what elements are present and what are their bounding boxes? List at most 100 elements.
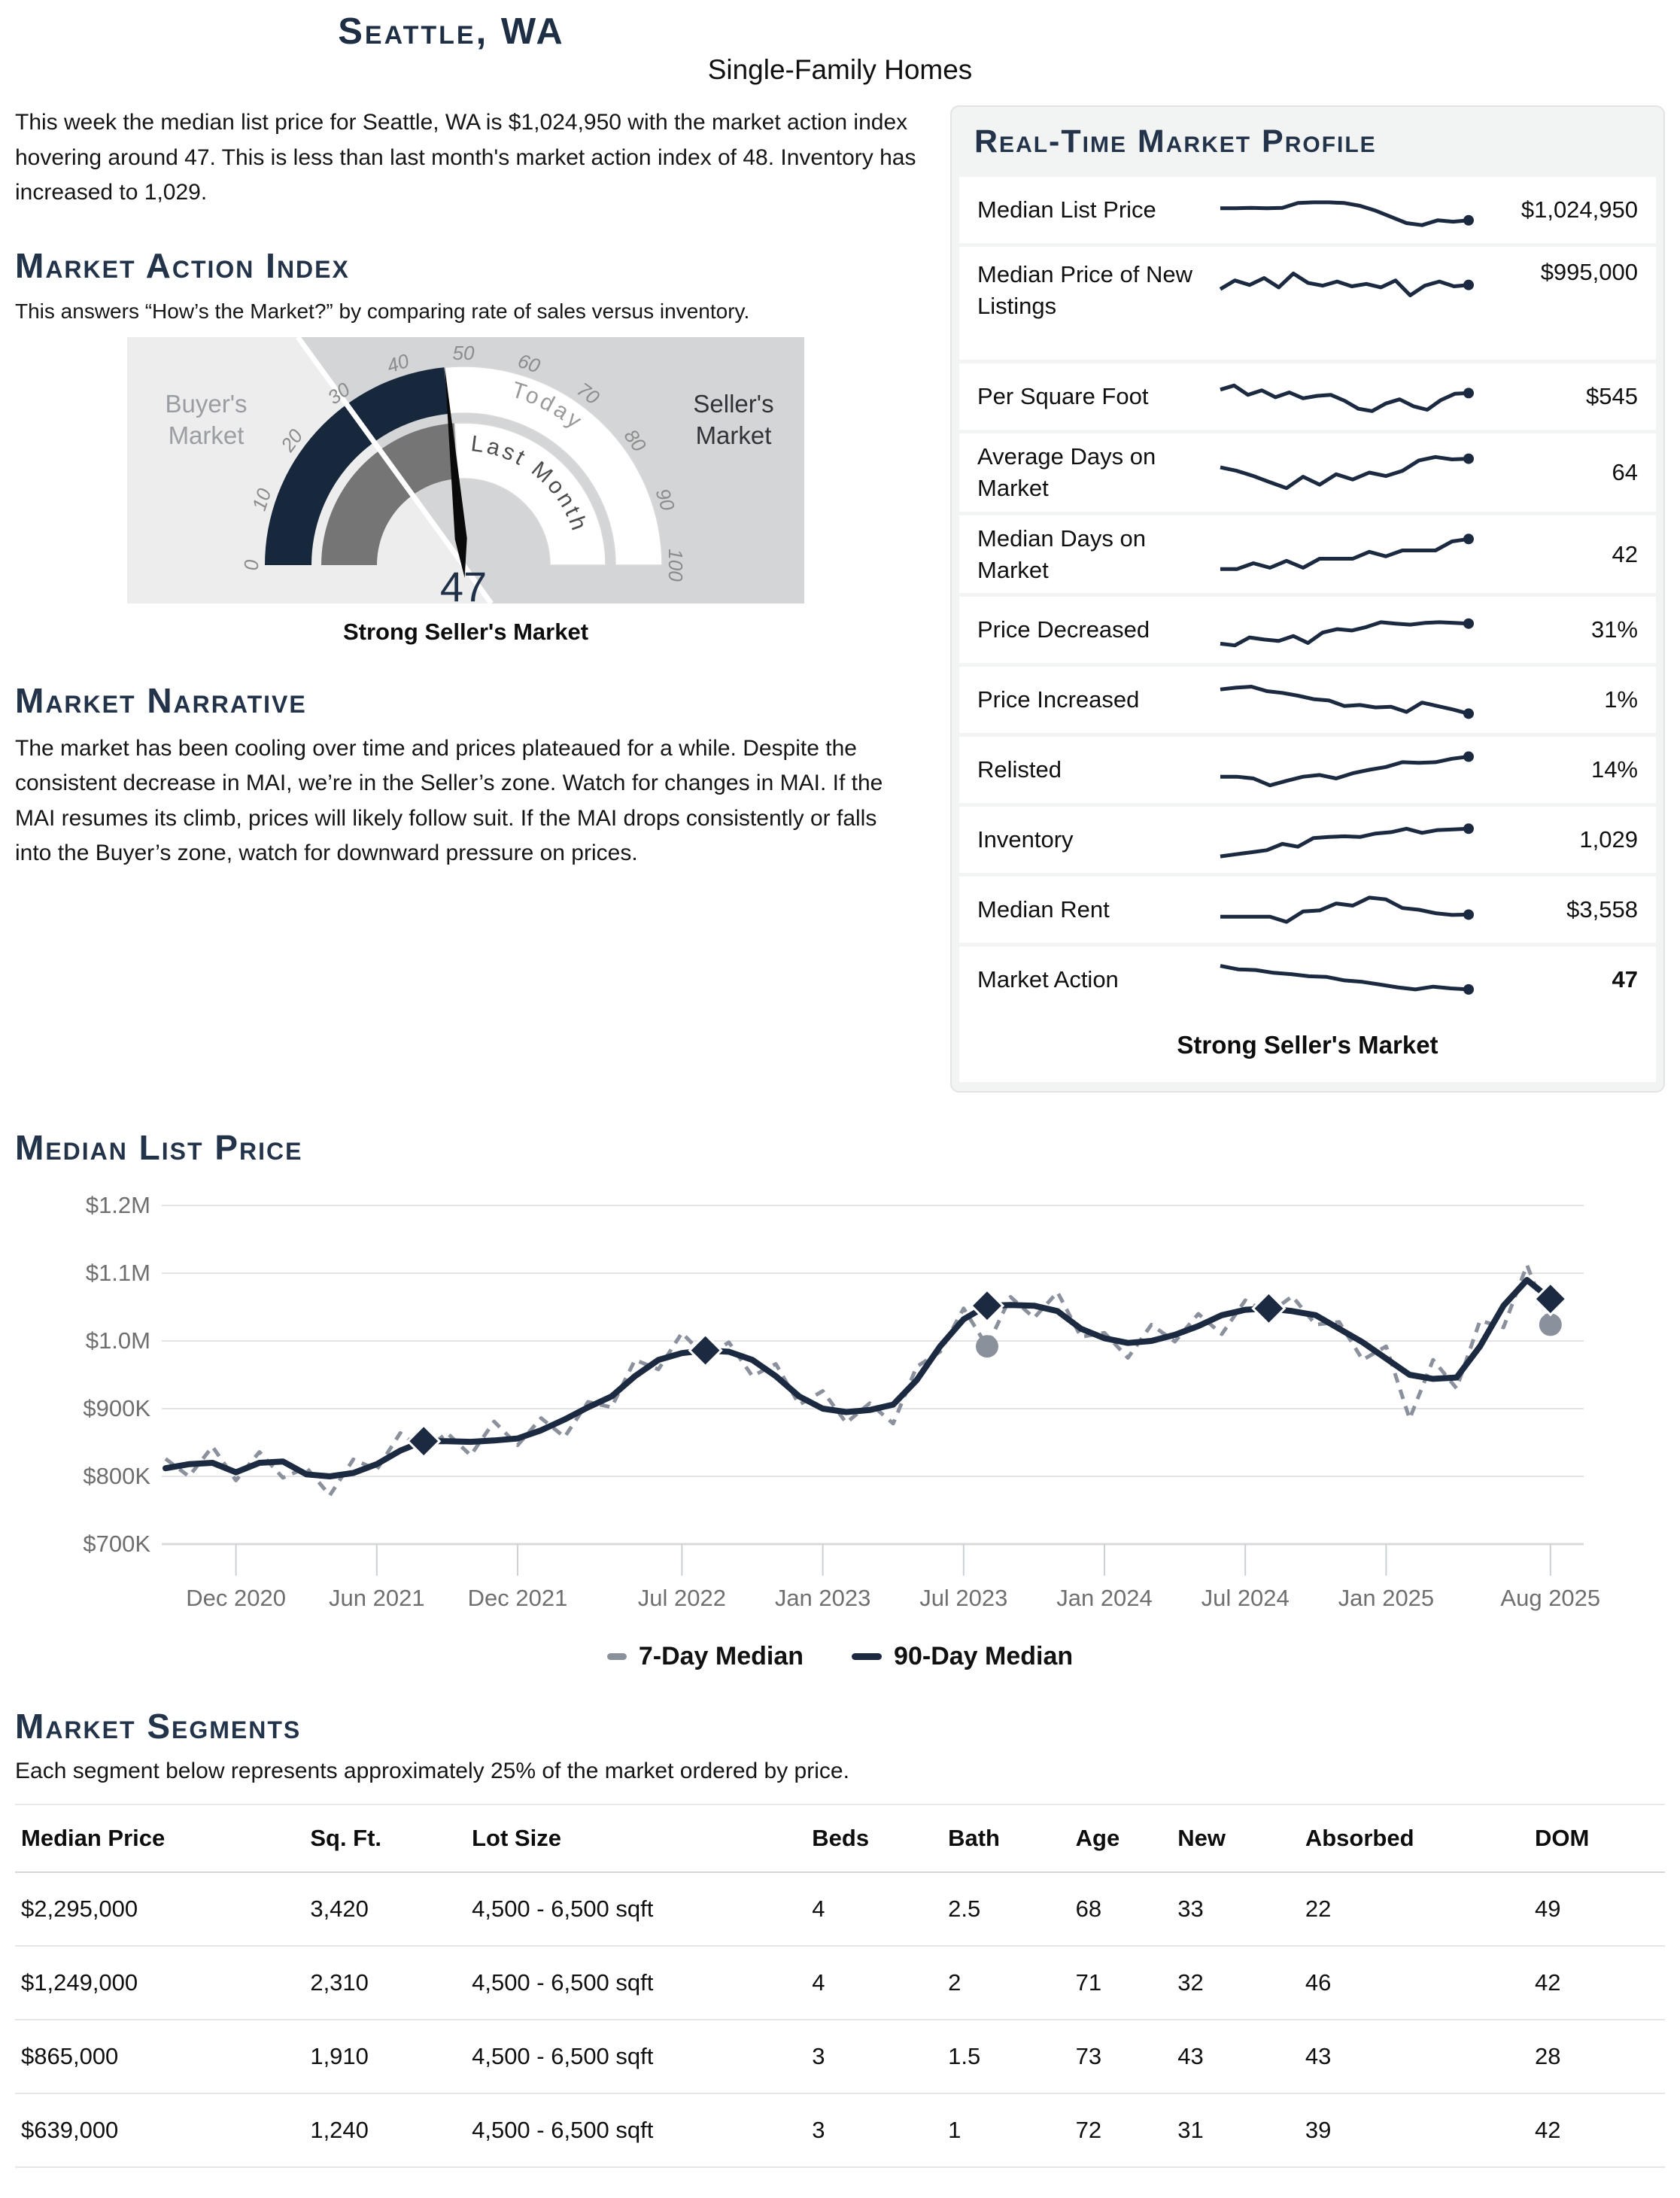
profile-row: Market Action 47	[959, 947, 1656, 1014]
segments-table-cell: 3	[806, 2093, 943, 2169]
segments-table-cell: 4	[806, 1946, 943, 2021]
profile-row: Price Increased 1%	[959, 667, 1656, 734]
profile-row-value: $995,000	[1540, 259, 1638, 285]
segments-table-cell: 3	[806, 2020, 943, 2095]
segments-table-cell: $865,000	[15, 2020, 305, 2095]
ninety-day-annual-marker	[1251, 1291, 1287, 1327]
segments-column-header: Bath	[948, 1825, 1000, 1852]
y-axis-label: $1.0M	[86, 1327, 150, 1354]
segments-table-cell: 2.5	[942, 1872, 1070, 1947]
section-heading-median-list-price: Median List Price	[15, 1128, 303, 1168]
x-axis-label: Jan 2023	[775, 1585, 871, 1611]
segments-table-cell: 71	[1069, 1946, 1172, 2021]
profile-row-label: Inventory	[977, 826, 1074, 853]
profile-row: Per Square Foot $545	[959, 363, 1656, 430]
market-action-gauge: Last Month Today 0 10 20 30 40 50 60 70 80 90 100 47 B…	[127, 335, 804, 646]
legend-swatch	[852, 1653, 883, 1661]
profile-row-label: Median List Price	[977, 196, 1156, 223]
sparkline	[1220, 751, 1474, 788]
price-line-chart: $1.2M $1.1M $1.0M $900K $800K $700K Dec 2020 Ju…	[83, 1192, 1600, 1611]
segments-table-row: $1,249,000 2,310 4,500 - 6,500 sqft 4 2 71 32 4…	[15, 1946, 1665, 2021]
sparkline	[1220, 685, 1474, 719]
ninety-day-annual-marker	[1533, 1281, 1568, 1317]
seven-day-annual-marker	[976, 1335, 998, 1358]
segments-table-cell: 4,500 - 6,500 sqft	[466, 2020, 807, 2095]
market-segments-table: Median Price Sq. Ft. Lot Size Beds Bath Age Ne…	[15, 1804, 1665, 2169]
segments-table-cell: 4,500 - 6,500 sqft	[466, 1872, 807, 1947]
main-columns: This week the median list price for Seat…	[15, 105, 1665, 1093]
profile-row-label: Relisted	[977, 756, 1062, 783]
gauge-tick-label: 50	[453, 341, 475, 363]
profile-row-value: 31%	[1590, 616, 1638, 643]
y-axis-label: $1.2M	[86, 1192, 150, 1218]
segments-table-cell: 2	[942, 1946, 1070, 2021]
segments-column-header: Median Price	[21, 1825, 166, 1852]
segments-table-cell: 4,500 - 6,500 sqft	[466, 1946, 807, 2021]
series-90-day-median	[163, 1277, 1554, 1480]
today-remainder-arc	[444, 365, 663, 566]
profile-row: Relisted 14%	[959, 737, 1656, 804]
profile-row-sparkline	[1214, 187, 1499, 233]
segments-table-cell: $639,000	[15, 2093, 305, 2169]
sparkline	[1220, 200, 1474, 227]
profile-row-value: $3,558	[1566, 896, 1638, 923]
x-axis-label: Aug 2025	[1500, 1585, 1600, 1611]
profile-row-sparkline	[1214, 676, 1499, 723]
chart-legend: 7-Day Median 90-Day Median	[15, 1642, 1665, 1671]
profile-row-label: Per Square Foot	[977, 383, 1149, 410]
legend-item: 90-Day Median	[852, 1642, 1073, 1671]
median-list-price-chart: $1.2M $1.1M $1.0M $900K $800K $700K Dec 2020 Ju…	[15, 1175, 1665, 1671]
page-title: Seattle, WA	[338, 11, 565, 52]
x-axis-label: Jan 2025	[1338, 1585, 1435, 1611]
sparkline	[1220, 823, 1474, 859]
sparkline	[1220, 453, 1474, 491]
last-month-remainder-arc	[454, 421, 606, 566]
segments-table-row: $2,295,000 3,420 4,500 - 6,500 sqft 4 2.5 68 3…	[15, 1872, 1665, 1947]
narrative-paragraph: The market has been cooling over time an…	[15, 735, 883, 866]
profile-row-value: 47	[1612, 966, 1638, 993]
y-axis-label: $700K	[83, 1531, 150, 1557]
x-axis-label: Jul 2024	[1202, 1585, 1290, 1611]
seller-market-label: Seller's Market	[693, 390, 773, 449]
segments-table-cell: 72	[1069, 2093, 1172, 2169]
profile-row: Inventory 1,029	[959, 807, 1656, 874]
segments-table-row: $865,000 1,910 4,500 - 6,500 sqft 3 1.5 73 43 4…	[15, 2020, 1665, 2095]
profile-rows: Median List Price $1,024,950 Median Price …	[959, 177, 1656, 1083]
profile-row-sparkline	[1214, 531, 1499, 578]
profile-row-sparkline	[1214, 259, 1499, 306]
segments-table-cell: 46	[1299, 1946, 1530, 2021]
segments-table-cell: 33	[1171, 1872, 1299, 1947]
profile-row-value: 42	[1612, 540, 1638, 567]
segments-table-cell: 31	[1171, 2093, 1299, 2169]
profile-row-sparkline	[1214, 956, 1499, 1003]
profile-row-sparkline	[1214, 373, 1499, 420]
segments-table-header: Median Price Sq. Ft. Lot Size Beds Bath Age Ne…	[15, 1804, 1665, 1873]
profile-row-sparkline	[1214, 746, 1499, 793]
profile-row: Median Rent $3,558	[959, 877, 1656, 944]
legend-label: 7-Day Median	[638, 1642, 804, 1671]
x-axis-label: Jun 2021	[329, 1585, 425, 1611]
segments-table-cell: 42	[1529, 1946, 1665, 2021]
profile-row-value: $545	[1586, 383, 1638, 409]
x-axis-label: Dec 2021	[468, 1585, 568, 1611]
buyer-market-label: Buyer's Market	[165, 390, 247, 449]
profile-row-value: $1,024,950	[1521, 196, 1638, 223]
page-subtitle: Single-Family Homes	[707, 54, 973, 85]
sparkline	[1220, 533, 1474, 571]
profile-row-sparkline	[1214, 607, 1499, 653]
profile-panel-heading: Real-Time Market Profile	[974, 123, 1377, 160]
segments-column-header: Sq. Ft.	[310, 1825, 382, 1852]
report-header: Seattle, WA Single-Family Homes	[15, 11, 1665, 86]
profile-row: Median List Price $1,024,950	[959, 177, 1656, 243]
left-column: This week the median list price for Seat…	[15, 105, 916, 871]
profile-row-value: 1%	[1604, 686, 1638, 713]
segments-column-header: Beds	[812, 1825, 870, 1852]
profile-row: Median Days on Market 42	[959, 515, 1656, 594]
gauge-value: 47	[440, 563, 487, 603]
intro-paragraph: This week the median list price for Seat…	[15, 110, 916, 205]
segments-table-cell: 1	[942, 2093, 1070, 2169]
x-axis-label: Jul 2023	[919, 1585, 1007, 1611]
segments-column-header: Age	[1075, 1825, 1120, 1852]
profile-row-sparkline	[1214, 816, 1499, 863]
